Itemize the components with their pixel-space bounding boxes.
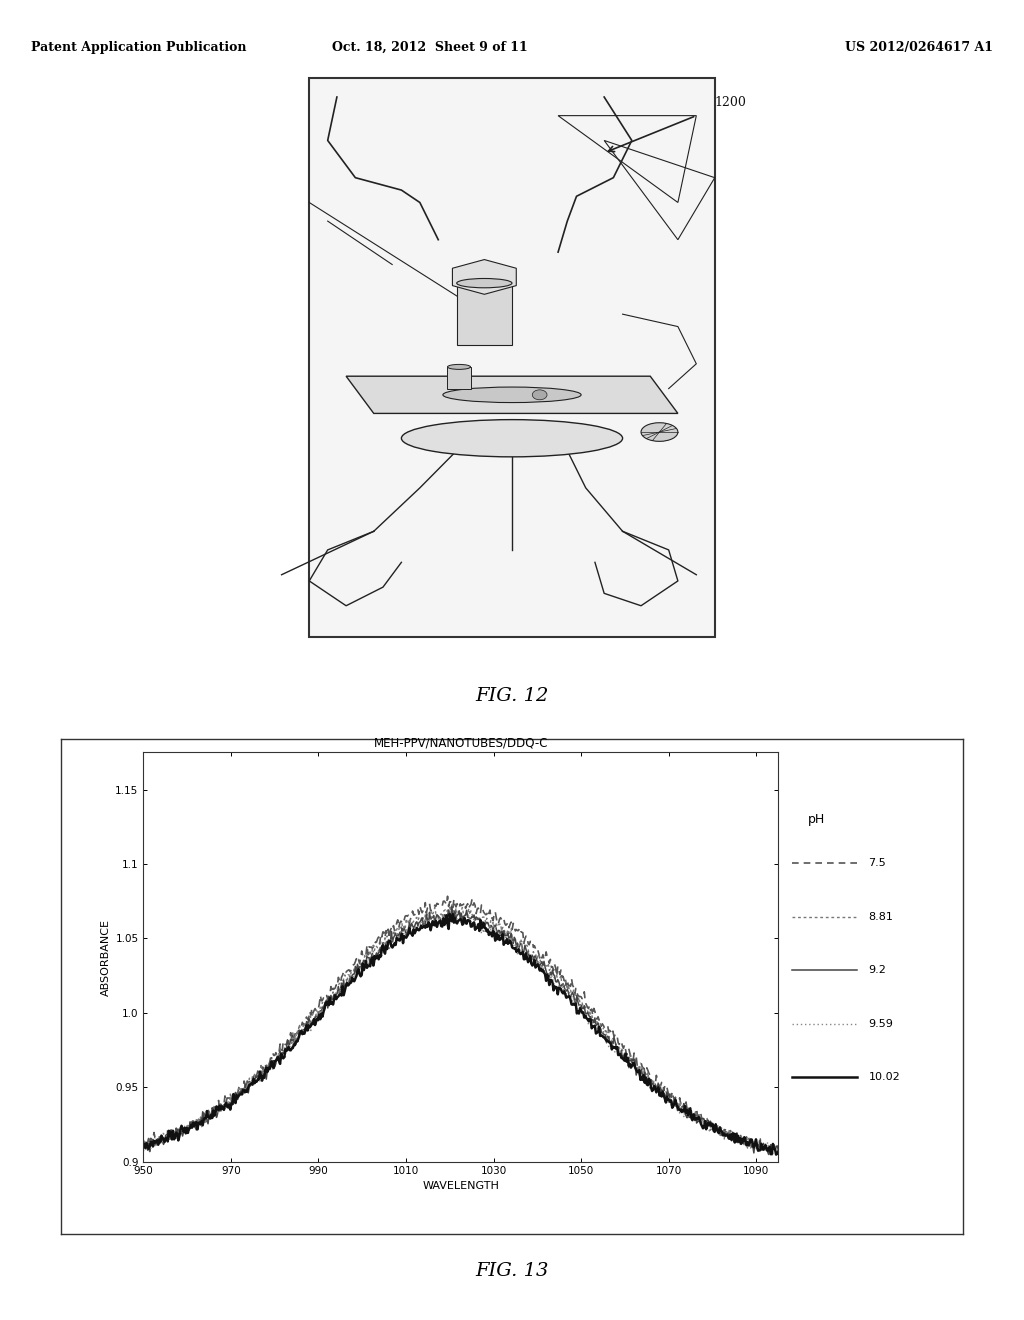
Text: Oct. 18, 2012  Sheet 9 of 11: Oct. 18, 2012 Sheet 9 of 11: [332, 41, 528, 54]
Text: FIG. 13: FIG. 13: [475, 1262, 549, 1279]
Text: 7.5: 7.5: [868, 858, 887, 869]
Title: MEH-PPV/NANOTUBES/DDQ-C: MEH-PPV/NANOTUBES/DDQ-C: [374, 737, 548, 750]
Text: US 2012/0264617 A1: US 2012/0264617 A1: [845, 41, 993, 54]
Text: FIG. 12: FIG. 12: [475, 688, 549, 705]
Ellipse shape: [442, 387, 582, 403]
Ellipse shape: [401, 420, 623, 457]
Polygon shape: [309, 78, 715, 636]
Text: pH: pH: [808, 813, 825, 826]
FancyBboxPatch shape: [457, 282, 512, 345]
Text: 10.02: 10.02: [868, 1072, 900, 1082]
X-axis label: WAVELENGTH: WAVELENGTH: [422, 1180, 500, 1191]
Ellipse shape: [447, 364, 471, 370]
Ellipse shape: [641, 422, 678, 441]
Ellipse shape: [457, 279, 512, 288]
Text: 1200: 1200: [715, 96, 746, 110]
Text: 9.59: 9.59: [868, 1019, 893, 1028]
Text: 9.2: 9.2: [868, 965, 887, 975]
Polygon shape: [453, 260, 516, 294]
Polygon shape: [346, 376, 678, 413]
Circle shape: [532, 389, 547, 400]
FancyBboxPatch shape: [447, 367, 471, 388]
Y-axis label: ABSORBANCE: ABSORBANCE: [101, 919, 111, 995]
Text: 8.81: 8.81: [868, 912, 893, 921]
Text: Patent Application Publication: Patent Application Publication: [31, 41, 246, 54]
